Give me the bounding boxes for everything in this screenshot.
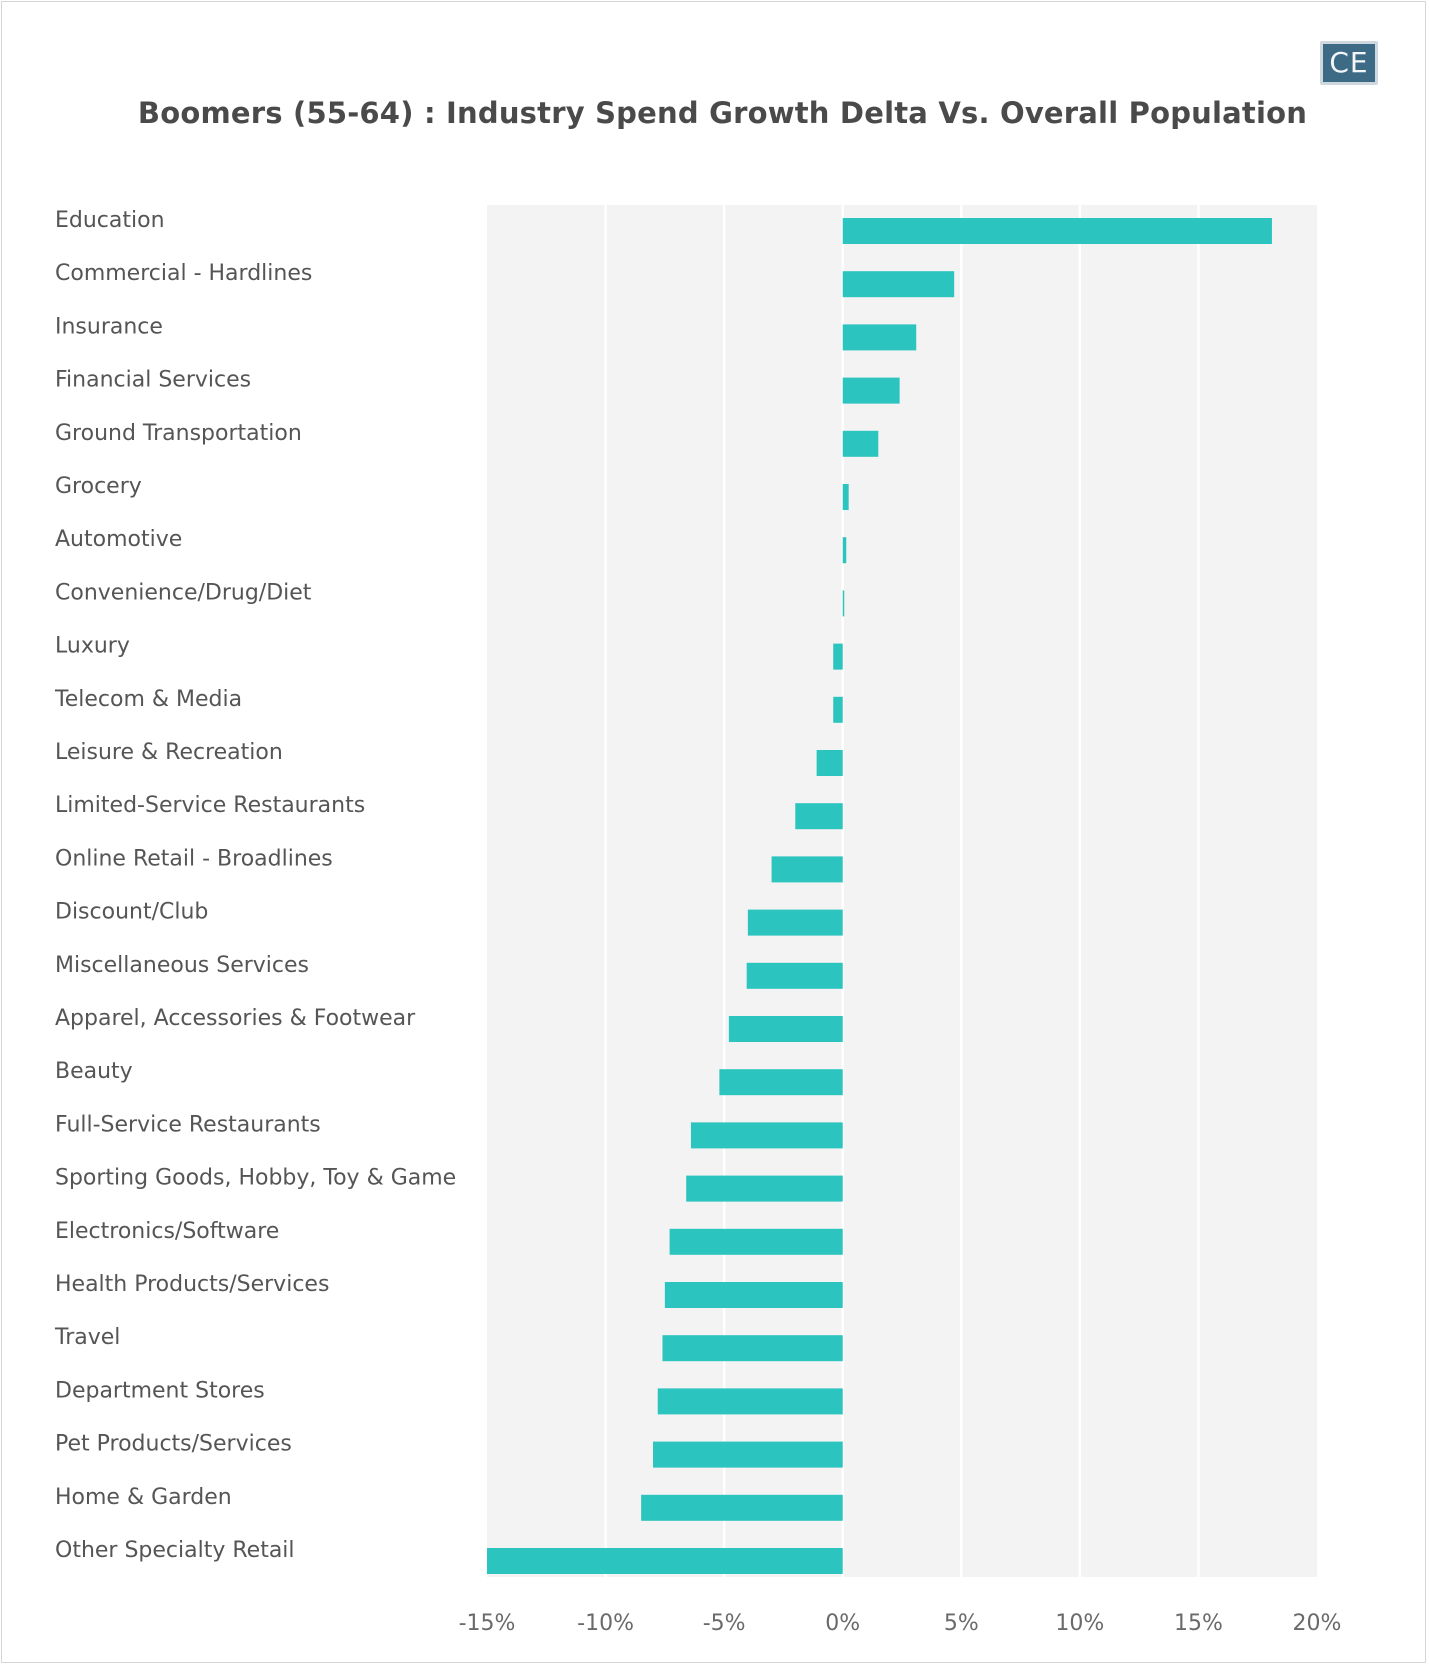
x-tick-label: 0% [825, 1611, 860, 1636]
x-tick-label: -15% [459, 1611, 516, 1636]
category-label: Other Specialty Retail [55, 1538, 295, 1563]
bar [842, 271, 955, 298]
category-label: Sporting Goods, Hobby, Toy & Game [55, 1166, 456, 1191]
bar [842, 377, 900, 404]
category-label: Miscellaneous Services [55, 953, 309, 978]
bar [728, 1016, 843, 1042]
category-label: Financial Services [55, 368, 251, 393]
bar [842, 590, 845, 617]
bar [641, 1494, 843, 1521]
category-label: Travel [54, 1325, 120, 1350]
category-label: Full-Service Restaurants [55, 1112, 321, 1137]
bar [842, 218, 1272, 244]
category-label: Ground Transportation [55, 421, 302, 446]
category-label: Convenience/Drug/Diet [55, 580, 312, 605]
category-label: Automotive [55, 527, 182, 552]
category-label: Discount/Club [55, 900, 208, 925]
category-labels: Education Commercial - Hardlines Insurance… [54, 208, 456, 1563]
bar [669, 1228, 843, 1255]
category-label: Telecom & Media [54, 687, 242, 712]
bar [833, 643, 843, 670]
bar [686, 1175, 843, 1202]
category-label: Electronics/Software [55, 1219, 279, 1244]
category-label: Home & Garden [55, 1485, 232, 1510]
category-label: Leisure & Recreation [55, 740, 283, 765]
x-tick-label: 10% [1055, 1611, 1104, 1636]
category-label: Pet Products/Services [55, 1432, 292, 1457]
category-label: Health Products/Services [55, 1272, 329, 1297]
x-tick-label: -10% [577, 1611, 634, 1636]
bar [653, 1441, 843, 1468]
category-label: Education [55, 208, 165, 233]
bar [657, 1388, 843, 1415]
bar [487, 1548, 843, 1574]
x-tick-label: 15% [1174, 1611, 1223, 1636]
category-label: Grocery [55, 474, 142, 499]
bar [719, 1069, 843, 1096]
bar [746, 962, 843, 989]
x-tick-label: 5% [944, 1611, 979, 1636]
bar [795, 803, 843, 830]
x-tick-label: -5% [703, 1611, 746, 1636]
category-label: Insurance [55, 314, 163, 339]
bar [664, 1282, 843, 1308]
chart-title: Boomers (55-64) : Industry Spend Growth … [137, 96, 1308, 130]
category-label: Luxury [55, 634, 130, 659]
bar [662, 1335, 843, 1362]
plot-background [487, 205, 1317, 1577]
category-label: Online Retail - Broadlines [55, 846, 333, 871]
ce-logo: CE [1320, 41, 1378, 85]
category-label: Beauty [55, 1059, 133, 1084]
bar [816, 750, 843, 776]
bar [842, 430, 879, 457]
bar [842, 324, 917, 351]
bars [487, 218, 1272, 1574]
bar [771, 856, 843, 883]
category-label: Apparel, Accessories & Footwear [55, 1006, 416, 1031]
category-label: Department Stores [55, 1378, 265, 1403]
bar [842, 537, 847, 564]
bar [747, 909, 843, 936]
category-label: Limited-Service Restaurants [55, 793, 365, 818]
bar [842, 484, 849, 510]
category-label: Commercial - Hardlines [55, 261, 312, 286]
x-axis-ticks: -15% -10% -5% 0% 5% 10% 15% 20% [459, 1611, 1342, 1636]
bar [833, 696, 843, 723]
bar [690, 1122, 843, 1149]
x-tick-label: 20% [1293, 1611, 1342, 1636]
